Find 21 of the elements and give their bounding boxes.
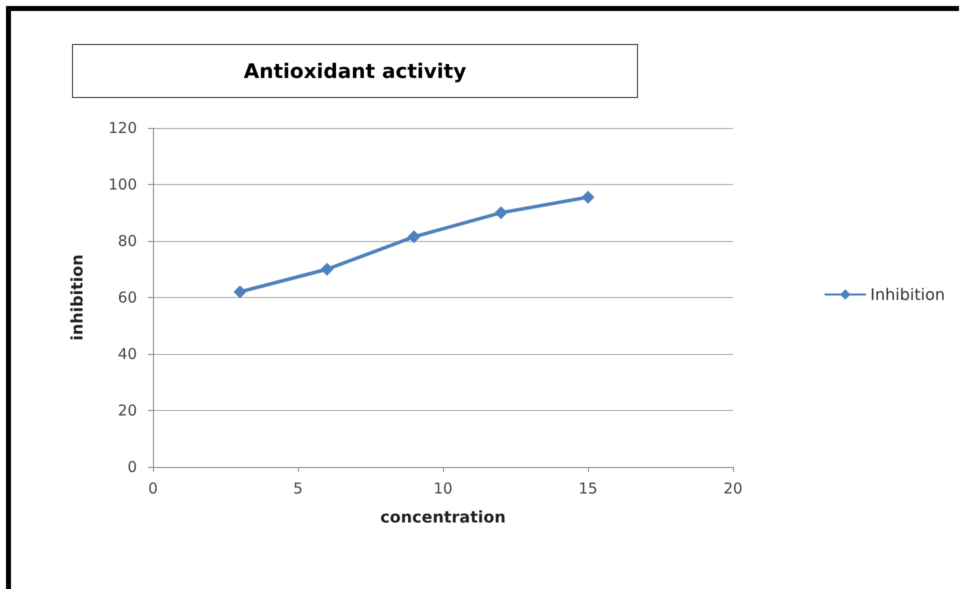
legend-label: Inhibition: [870, 285, 946, 304]
y-tick-label: 100: [108, 176, 137, 194]
y-tick-label: 40: [118, 345, 137, 363]
y-tick-label: 20: [118, 402, 137, 420]
x-tick-label: 5: [293, 480, 303, 498]
point: [582, 190, 594, 204]
x-tick-label: 0: [148, 480, 158, 498]
point: [408, 230, 420, 244]
point: [494, 206, 508, 220]
chart-title: Antioxidant activity: [72, 44, 638, 98]
x-tick-label: 20: [723, 480, 743, 498]
point: [234, 285, 246, 298]
x-tick-label: 15: [578, 480, 598, 498]
point: [320, 262, 334, 276]
y-tick-label: 120: [108, 119, 137, 137]
x-tick-label: 10: [433, 480, 453, 498]
x-axis-title: concentration: [380, 508, 506, 526]
y-tick-label: 60: [118, 288, 137, 306]
y-tick-label: 0: [127, 458, 137, 476]
y-axis-title: inhibition: [68, 254, 86, 341]
y-tick-label: 80: [118, 232, 137, 250]
